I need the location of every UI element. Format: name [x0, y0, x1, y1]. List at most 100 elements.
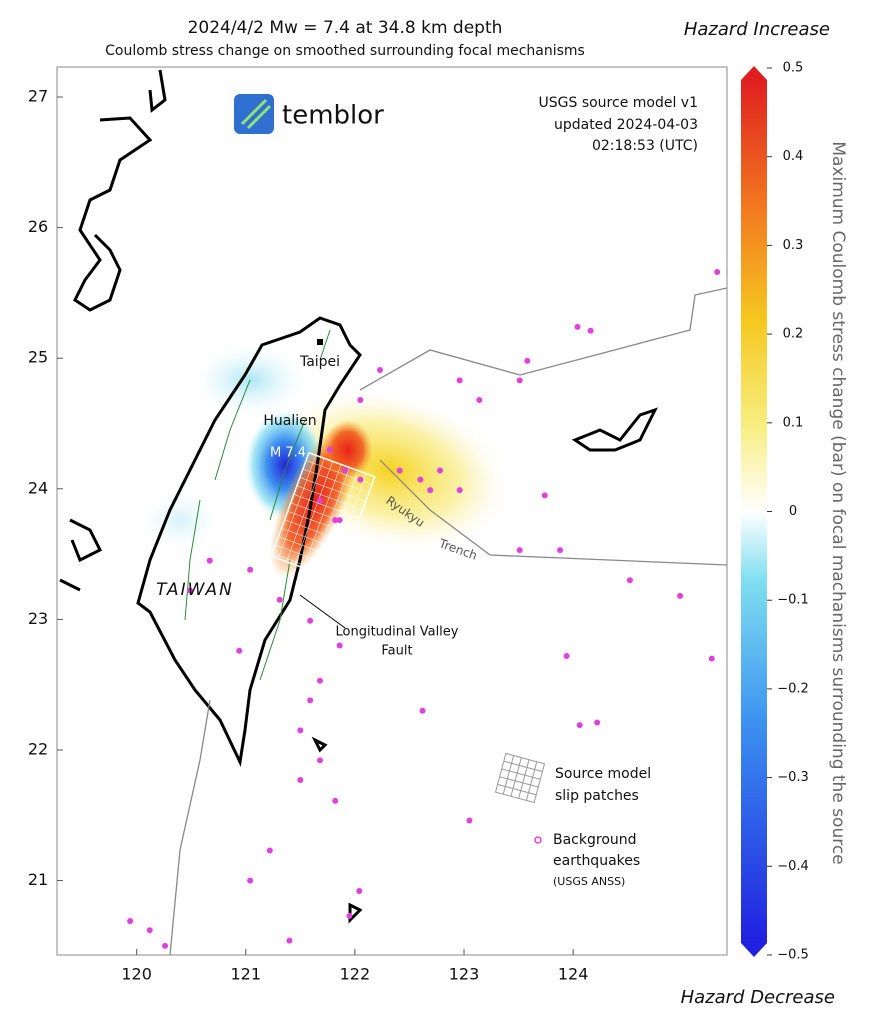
- earthquake: [557, 547, 564, 554]
- earthquake: [356, 888, 363, 895]
- earthquake: [187, 587, 194, 594]
- islands: [311, 407, 658, 924]
- earthquake: [297, 727, 304, 734]
- y-tick-label: 27: [28, 87, 48, 106]
- earthquake: [376, 366, 383, 373]
- y-tick-label: 23: [28, 609, 48, 628]
- colorbar-tick-label: −0.2: [777, 681, 809, 696]
- taiwan-coast: [136, 316, 362, 768]
- model-info: 02:18:53 (UTC): [592, 138, 698, 154]
- earthquake: [332, 797, 339, 804]
- earthquake: [626, 577, 633, 584]
- magnitude-label: M 7.4: [270, 446, 306, 461]
- logo-icon: [240, 98, 272, 130]
- earthquake: [677, 592, 684, 599]
- colorbar-tick-label: 0.5: [783, 61, 804, 76]
- earthquake: [307, 697, 314, 704]
- earthquake: [162, 942, 169, 949]
- colorbar-arrow: [741, 943, 767, 957]
- x-tick-label: 124: [558, 965, 589, 984]
- fault-label: Fault: [381, 644, 412, 659]
- x-tick-label: 123: [449, 965, 480, 984]
- slip-patches: [270, 451, 376, 582]
- plate-boundary: [169, 287, 727, 955]
- y-tick-label: 22: [28, 739, 48, 758]
- earthquake: [236, 647, 243, 654]
- earthquake: [146, 927, 153, 934]
- earthquake: [466, 817, 473, 824]
- x-tick-label: 120: [121, 965, 152, 984]
- y-tick-label: 26: [28, 217, 48, 236]
- hazard-decrease: Hazard Decrease: [681, 987, 835, 1008]
- earthquake: [419, 707, 426, 714]
- earthquake: [576, 722, 583, 729]
- title: 2024/4/2 Mw = 7.4 at 34.8 km depth: [188, 18, 503, 38]
- earthquake: [336, 642, 343, 649]
- earthquake: [396, 467, 403, 474]
- earthquake: [247, 877, 254, 884]
- earthquake: [276, 596, 283, 603]
- china-coast: [59, 69, 167, 592]
- earthquake: [206, 557, 213, 564]
- stress-field: [140, 490, 220, 550]
- earthquake: [127, 918, 134, 925]
- earthquake: [524, 357, 531, 364]
- earthquake: [336, 517, 343, 524]
- legend-label: (USGS ANSS): [553, 875, 625, 888]
- fault-label: Longitudinal Valley: [336, 625, 459, 640]
- legend-label: earthquakes: [553, 853, 640, 869]
- earthquake: [332, 517, 339, 524]
- earthquake: [456, 487, 463, 494]
- colorbar-tick-label: −0.1: [777, 593, 809, 608]
- fault-trace: [184, 329, 331, 681]
- earthquake: [476, 397, 483, 403]
- colorbar-tick-label: 0: [789, 504, 797, 519]
- earthquake: [346, 912, 353, 919]
- legend-label: Background: [553, 832, 637, 848]
- earthquake: [342, 467, 349, 474]
- hazard-increase: Hazard Increase: [684, 19, 830, 40]
- colorbar-label: Maximum Coulomb stress change (bar) on f…: [828, 141, 848, 864]
- earthquake: [516, 377, 523, 384]
- earthquake: [574, 323, 581, 330]
- legend-label: slip patches: [555, 788, 639, 804]
- place-label: TAIWAN: [156, 580, 234, 600]
- x-tick-label: 122: [340, 965, 371, 984]
- colorbar-tick-label: 0.3: [783, 238, 804, 253]
- y-tick-label: 25: [28, 348, 48, 367]
- earthquake: [316, 497, 323, 504]
- earthquake: [316, 757, 323, 764]
- earthquake: [326, 446, 333, 453]
- place-label: Hualien: [263, 413, 316, 429]
- y-tick-label: 24: [28, 478, 48, 497]
- earthquake: [316, 677, 323, 684]
- earthquake: [516, 547, 523, 554]
- earthquake: [427, 487, 434, 494]
- colorbar-tick-label: 0.4: [783, 149, 804, 164]
- subtitle: Coulomb stress change on smoothed surrou…: [105, 43, 585, 59]
- legend-slip-icon: [494, 752, 546, 804]
- legend-label: Source model: [555, 766, 651, 782]
- earthquake: [357, 476, 364, 483]
- logo-text: temblor: [282, 101, 384, 131]
- place-label: Taipei: [299, 354, 340, 370]
- colorbar-tick-label: −0.5: [777, 948, 809, 963]
- earthquake: [594, 719, 601, 726]
- earthquake: [456, 377, 463, 384]
- earthquake: [437, 467, 444, 474]
- earthquake: [587, 327, 594, 334]
- city-marker: [317, 339, 323, 345]
- y-tick-label: 21: [28, 870, 48, 889]
- colorbar: [741, 80, 767, 943]
- colorbar-tick-label: 0.1: [783, 415, 804, 430]
- earthquake: [266, 847, 273, 854]
- leader-line: [299, 594, 346, 629]
- earthquake: [708, 655, 715, 662]
- earthquake-layer: [127, 269, 721, 949]
- earthquake: [563, 652, 570, 659]
- colorbar-tick-label: −0.3: [777, 770, 809, 785]
- earthquake: [307, 617, 314, 624]
- earthquake: [541, 492, 548, 499]
- legend-quake-icon: [534, 836, 542, 844]
- x-tick-label: 121: [231, 965, 262, 984]
